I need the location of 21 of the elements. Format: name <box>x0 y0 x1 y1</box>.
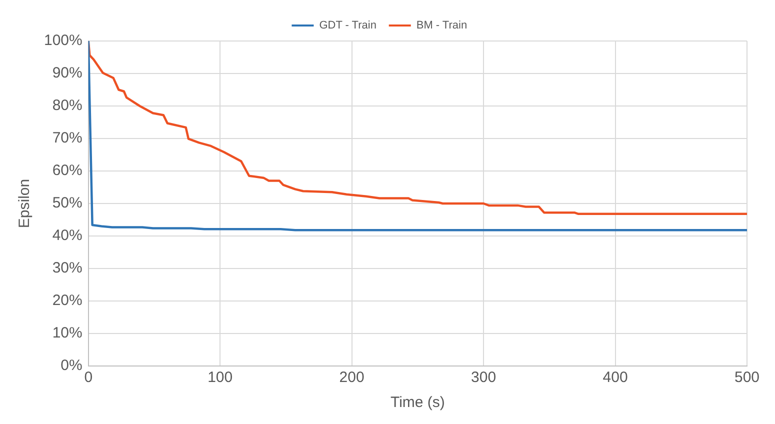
y-tick-label: 50% <box>52 194 82 212</box>
y-tick-label: 100% <box>44 32 82 50</box>
y-tick-label: 0% <box>60 357 82 374</box>
legend-label: GDT - Train <box>319 20 376 32</box>
y-tick-label: 10% <box>52 324 82 342</box>
y-tick-label: 70% <box>52 130 82 147</box>
legend-label: BM - Train <box>416 20 468 32</box>
y-tick-label: 40% <box>52 227 82 244</box>
y-tick-label: 80% <box>52 97 82 114</box>
y-axis-title: Epsilon <box>16 178 34 228</box>
x-tick-label: 0 <box>84 369 93 386</box>
y-tick-label: 90% <box>52 64 82 82</box>
x-tick-label: 400 <box>602 369 628 386</box>
x-tick-label: 300 <box>471 369 496 386</box>
y-tick-label: 20% <box>52 292 82 310</box>
x-axis-title: Time (s) <box>390 394 445 412</box>
y-tick-label: 30% <box>52 260 82 277</box>
y-tick-label: 60% <box>52 162 82 180</box>
x-tick-label: 500 <box>734 369 760 386</box>
x-tick-label: 100 <box>208 369 233 386</box>
x-tick-label: 200 <box>339 369 364 386</box>
